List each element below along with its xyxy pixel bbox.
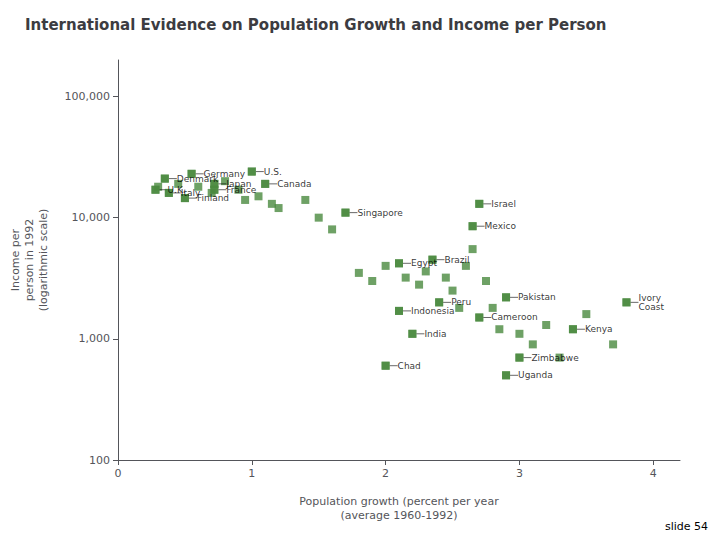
svg-text:Finland: Finland (197, 193, 229, 203)
svg-text:3: 3 (516, 467, 523, 480)
svg-text:U.S.: U.S. (264, 167, 282, 177)
svg-text:Chad: Chad (398, 361, 421, 371)
svg-text:0: 0 (115, 467, 122, 480)
svg-text:Italy: Italy (180, 187, 201, 198)
svg-text:International Evidence on Popu: International Evidence on Population Gro… (25, 16, 607, 34)
svg-text:Egypt: Egypt (411, 258, 437, 268)
svg-text:Cameroon: Cameroon (491, 312, 537, 322)
svg-text:France: France (226, 185, 256, 195)
svg-text:India: India (424, 329, 446, 339)
svg-text:Coast: Coast (638, 302, 664, 312)
svg-text:100,000: 100,000 (65, 90, 111, 103)
svg-text:Indonesia: Indonesia (411, 306, 455, 316)
svg-text:4: 4 (650, 467, 657, 480)
svg-text:Population growth (percent per: Population growth (percent per year (299, 495, 499, 508)
svg-text:Ivory: Ivory (638, 292, 661, 303)
svg-text:100: 100 (89, 454, 110, 467)
svg-text:(logarithmic scale): (logarithmic scale) (37, 209, 50, 312)
svg-text:Uganda: Uganda (518, 370, 553, 380)
svg-text:slide 54: slide 54 (665, 520, 708, 533)
svg-text:Canada: Canada (277, 179, 311, 189)
svg-text:1: 1 (248, 467, 255, 480)
svg-text:person in 1992: person in 1992 (23, 219, 36, 302)
svg-text:2: 2 (382, 467, 389, 480)
svg-text:Israel: Israel (491, 199, 516, 209)
svg-text:Pakistan: Pakistan (518, 292, 556, 302)
svg-text:Zimbabwe: Zimbabwe (531, 353, 579, 363)
svg-text:Denmark: Denmark (177, 174, 219, 184)
svg-text:(average 1960-1992): (average 1960-1992) (340, 509, 457, 522)
svg-text:Peru: Peru (451, 297, 471, 307)
svg-text:Singapore: Singapore (357, 208, 403, 218)
svg-text:U.K.: U.K. (167, 184, 186, 195)
svg-text:Income per: Income per (9, 228, 22, 291)
svg-text:Germany: Germany (203, 168, 245, 179)
svg-text:1,000: 1,000 (79, 332, 111, 345)
svg-text:Brazil: Brazil (444, 255, 469, 265)
svg-text:Mexico: Mexico (485, 221, 517, 231)
svg-text:10,000: 10,000 (72, 211, 111, 224)
svg-text:Kenya: Kenya (585, 324, 613, 334)
